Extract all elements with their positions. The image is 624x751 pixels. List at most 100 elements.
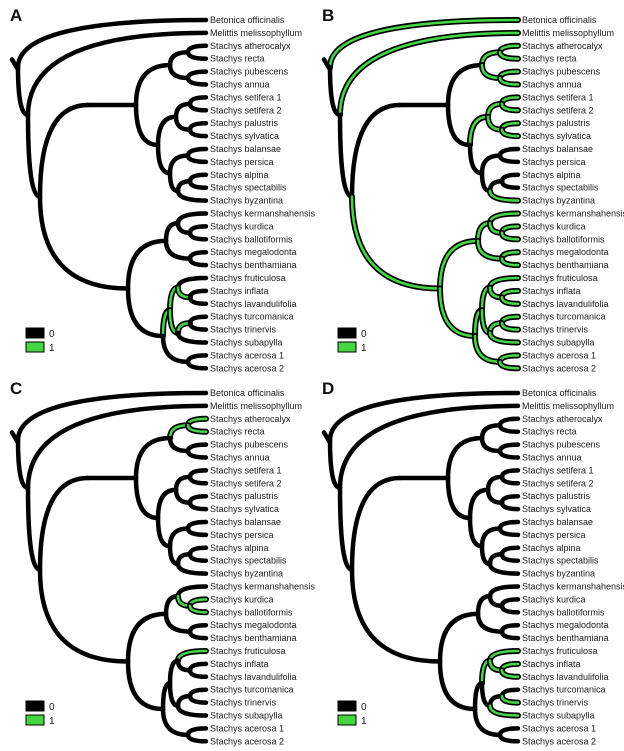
branch-leaf-5	[185, 448, 209, 460]
branch-leaf-12	[187, 545, 209, 557]
taxon-label: Stachys recta	[522, 54, 577, 64]
taxon-label: Stachys ballotiformis	[522, 607, 605, 617]
branch-leaf-9-state1	[500, 128, 520, 138]
branch-c1	[349, 102, 403, 200]
legend-label-0: 0	[49, 329, 55, 340]
taxon-label: Stachys alpina	[210, 543, 269, 553]
branch-leaf-12	[187, 172, 209, 184]
branch-leaf-3	[497, 423, 521, 434]
taxon-label: Stachys alpina	[210, 170, 269, 180]
branch-leaf-22	[187, 295, 209, 307]
branch-leaf-25	[175, 703, 209, 718]
branch-leaf-27	[185, 732, 209, 744]
taxon-label: Stachys annua	[210, 453, 270, 463]
legend-swatch-1	[25, 341, 45, 353]
taxon-label: Stachys pubescens	[210, 440, 289, 450]
taxon-label: Stachys persica	[522, 157, 586, 167]
branch-set	[173, 474, 193, 492]
taxon-label: Stachys megalodonta	[522, 620, 609, 630]
taxon-label: Stachys byzantina	[210, 569, 283, 579]
taxon-label: Stachys megalodonta	[210, 620, 297, 630]
taxon-label: Stachys balansae	[522, 144, 593, 154]
taxon-label: Stachys kermanshahensis	[210, 209, 316, 219]
branch-leaf-13	[499, 179, 521, 190]
taxon-label: Stachys inflata	[522, 659, 581, 669]
legend-swatch-0	[337, 700, 357, 712]
taxon-label: Stachys acerosa 2	[210, 363, 284, 373]
taxon-label: Stachys persica	[210, 157, 274, 167]
taxon-label: Stachys spectabilis	[210, 183, 287, 193]
branch-leaf-13	[187, 179, 209, 190]
tree-panel-b: Betonica officinalis Melittis melissophyl…	[321, 6, 624, 373]
taxon-label: Stachys lavandulifolia	[210, 672, 297, 682]
branch-c1	[37, 102, 91, 200]
tree-panel-c: Betonica officinalis Melittis melissophyl…	[9, 379, 316, 746]
branch-leaf-4	[185, 69, 209, 81]
branch-meg-ben	[163, 611, 193, 634]
taxon-label: Stachys fruticulosa	[210, 646, 286, 656]
branch-ace-state1	[473, 334, 502, 364]
branch-leaf-18	[187, 249, 209, 261]
panel-label-b: B	[322, 6, 334, 25]
taxon-label: Stachys kurdica	[210, 594, 274, 604]
taxon-label: Stachys fruticulosa	[210, 273, 286, 283]
branch-leaf-6	[499, 468, 521, 480]
branch-leaf-6	[187, 95, 209, 107]
taxon-label: Stachys atherocalyx	[210, 41, 291, 51]
branch-leaf-11	[497, 526, 521, 538]
branch-pub-ann	[167, 435, 191, 454]
taxon-label: Stachys trinervis	[210, 325, 277, 335]
legend-swatch-1	[25, 714, 45, 726]
taxon-label: Stachys benthamiana	[522, 260, 609, 270]
panel-label-c: C	[10, 379, 22, 398]
branch-leaf-24-state1	[500, 321, 520, 331]
taxon-label: Stachys palustris	[210, 118, 279, 128]
taxon-label: Stachys inflata	[522, 286, 581, 296]
branch-leaf-10	[185, 146, 209, 158]
taxon-label: Stachys benthamiana	[210, 633, 297, 643]
taxon-label: Stachys setifera 2	[210, 105, 282, 115]
taxon-label: Stachys annua	[522, 80, 582, 90]
branch-leaf-16	[187, 224, 209, 236]
legend-label-1: 1	[49, 343, 55, 354]
branch-meg-ben-state1	[476, 239, 504, 260]
taxon-label: Stachys lavandulifolia	[522, 299, 609, 309]
branch-leaf-7-state1	[500, 102, 520, 112]
branch-leaf-26	[185, 726, 209, 738]
branch-ff-ace	[437, 285, 478, 340]
branch-leaf-11	[497, 153, 521, 165]
branch-s	[25, 485, 43, 573]
taxon-label: Melittis melissophyllum	[522, 401, 614, 411]
branch-set-ps	[467, 487, 491, 521]
taxon-label: Betonica officinalis	[210, 388, 285, 398]
branch-leaf-27	[185, 359, 209, 371]
legend-swatch-0	[25, 700, 45, 712]
taxon-label: Stachys lavandulifolia	[210, 299, 297, 309]
taxon-label: Melittis melissophyllum	[210, 28, 302, 38]
taxon-label: Stachys acerosa 1	[522, 723, 596, 733]
branch-leaf-22-state1	[500, 669, 520, 679]
taxon-label: Stachys fruticulosa	[522, 273, 598, 283]
taxon-label: Stachys turcomanica	[210, 685, 294, 695]
branch-leaf-4	[185, 442, 209, 454]
taxon-label: Stachys turcomanica	[522, 312, 606, 322]
taxon-label: Stachys fruticulosa	[522, 646, 598, 656]
branch-ace	[472, 706, 503, 738]
taxon-label: Stachys pubescens	[210, 67, 289, 77]
root-stub	[321, 57, 333, 72]
taxon-label: Stachys benthamiana	[522, 633, 609, 643]
taxon-label: Stachys subapylla	[210, 338, 283, 348]
taxon-label: Stachys alpina	[522, 543, 581, 553]
branch-leaf-3	[185, 50, 209, 61]
branch-leaf-8	[187, 493, 209, 505]
legend-label-0: 0	[361, 702, 367, 713]
taxon-label: Stachys kurdica	[522, 221, 586, 231]
branch-leaf-16	[499, 597, 521, 609]
branch-k-f	[37, 194, 131, 291]
taxon-label: Stachys byzantina	[522, 196, 595, 206]
branch-leaf-14	[175, 188, 209, 203]
branch-leaf-22	[187, 668, 209, 680]
branch-leaf-9	[499, 500, 521, 512]
taxon-label: Betonica officinalis	[522, 15, 597, 25]
